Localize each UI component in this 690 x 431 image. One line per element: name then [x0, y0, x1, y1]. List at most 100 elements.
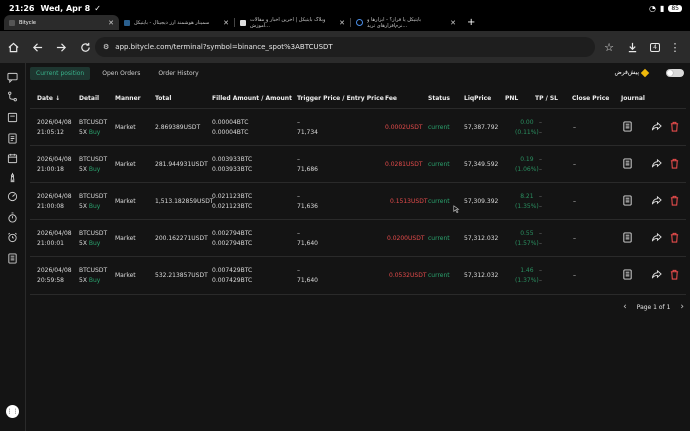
row-pnl: 0.00	[520, 118, 534, 126]
journal-icon[interactable]	[622, 269, 633, 280]
row-leverage: 5X	[79, 202, 87, 210]
menu-kebab-icon[interactable]: ⋮	[669, 40, 681, 54]
delete-icon[interactable]	[669, 269, 680, 280]
seminar-favicon-icon	[124, 19, 130, 26]
row-date: 2026/04/08	[37, 229, 72, 237]
wifi-icon: ◔	[648, 3, 656, 13]
site-settings-icon[interactable]: ⚙	[103, 43, 110, 51]
col-trigger-entry: Trigger Price / Entry Price	[297, 95, 384, 102]
status-bar: 21:26 Wed, Apr 8 ✓ ◔ ▮ 85	[0, 0, 690, 16]
tab-order-history[interactable]: Order History	[158, 70, 199, 77]
col-total: Total	[155, 95, 172, 102]
row-pnl-percent: (1.35%)	[515, 202, 539, 210]
share-icon[interactable]	[651, 195, 662, 206]
delete-icon[interactable]	[669, 158, 680, 169]
tab-title: Bitycle	[19, 19, 36, 26]
row-status: current	[428, 271, 450, 279]
chat-icon[interactable]	[7, 68, 18, 84]
journal-icon[interactable]	[622, 195, 633, 206]
terminal-sidebar	[0, 63, 26, 431]
toggle-switch[interactable]	[666, 69, 684, 77]
table-row: 2026/04/08 21:00:08 BTCUSDT 5X Buy Market …	[30, 182, 686, 220]
tab-blog[interactable]: وبلاگ بایتیکل | آخرین اخبار و مقالات آمو…	[235, 15, 350, 30]
reload-icon[interactable]	[75, 37, 95, 57]
journal-icon[interactable]	[622, 232, 633, 243]
forward-icon[interactable]	[51, 37, 71, 57]
row-filled: 0.00004BTC	[212, 118, 249, 126]
tab-bitycle[interactable]: Bitycle ✕	[4, 15, 119, 30]
share-icon[interactable]	[651, 158, 662, 169]
row-entry: 71,640	[297, 239, 318, 247]
share-icon[interactable]	[651, 232, 662, 243]
download-icon[interactable]	[622, 37, 642, 57]
tab-current-position[interactable]: Current position	[30, 67, 91, 80]
row-manner: Market	[115, 234, 136, 242]
calendar-icon[interactable]	[7, 149, 18, 164]
col-manner: Manner	[115, 95, 141, 102]
delete-icon[interactable]	[669, 121, 680, 132]
row-liq-price: 57,312.032	[464, 234, 499, 242]
blog-favicon-icon	[240, 19, 246, 26]
row-liq-price: 57,387.792	[464, 123, 499, 131]
battery-indicator: 85	[668, 4, 682, 12]
close-tab-icon[interactable]: ✕	[450, 18, 456, 27]
tab-comparison[interactable]: بایتیکل یا فراز؟ - ابزارها و نرم‌افزارها…	[351, 15, 461, 30]
tab-title: بایتیکل یا فراز؟ - ابزارها و نرم‌افزارها…	[367, 16, 422, 29]
row-side: Buy	[88, 276, 101, 284]
row-liq-price: 57,312.032	[464, 271, 499, 279]
table-row: 2026/04/08 20:59:58 BTCUSDT 5X Buy Market …	[30, 256, 686, 295]
close-tab-icon[interactable]: ✕	[108, 18, 114, 27]
delete-icon[interactable]	[669, 195, 680, 206]
tab-title: وبلاگ بایتیکل | آخرین اخبار و مقالات آمو…	[250, 16, 326, 29]
row-time: 21:00:18	[37, 165, 64, 173]
back-icon[interactable]	[27, 37, 47, 57]
table-row: 2026/04/08 21:00:18 BTCUSDT 5X Buy Market …	[30, 145, 686, 183]
tab-switcher-icon[interactable]: 4	[645, 37, 665, 57]
app-drawer-button[interactable]: ⋮⋮	[6, 405, 19, 418]
share-icon[interactable]	[651, 121, 662, 132]
row-time: 21:05:12	[37, 128, 64, 136]
row-side: Buy	[88, 202, 101, 210]
row-fee: 0.0281USDT	[385, 160, 423, 168]
timer-icon[interactable]	[7, 208, 18, 223]
row-pnl-percent: (0.11%)	[515, 128, 539, 136]
delete-icon[interactable]	[669, 232, 680, 243]
prev-page-icon[interactable]: ‹	[623, 302, 627, 312]
row-total: 281.944931USDT	[155, 160, 208, 168]
col-date[interactable]: Date ↓	[37, 95, 61, 102]
journal-icon[interactable]	[622, 158, 633, 169]
row-pnl: 0.55	[520, 229, 534, 237]
row-trigger: –	[297, 155, 300, 163]
wallet-icon[interactable]	[7, 108, 18, 123]
row-symbol: BTCUSDT	[79, 118, 108, 126]
status-icons: ◔ ▮ 85	[649, 4, 682, 13]
home-icon[interactable]	[3, 37, 23, 57]
routes-icon[interactable]	[7, 87, 18, 102]
chess-icon[interactable]	[7, 168, 18, 183]
row-trigger: –	[297, 118, 300, 126]
row-leverage: 5X	[79, 239, 87, 247]
close-tab-icon[interactable]: ✕	[223, 18, 229, 27]
gauge-icon[interactable]	[7, 187, 18, 202]
tab-open-orders[interactable]: Open Orders	[102, 70, 141, 77]
new-tab-button[interactable]: +	[467, 17, 476, 28]
alarm-clock-icon[interactable]	[7, 228, 18, 243]
row-pnl: 1.46	[520, 266, 534, 274]
table-row: 2026/04/08 21:00:01 BTCUSDT 5X Buy Market …	[30, 219, 686, 257]
document-list-icon[interactable]	[7, 249, 18, 264]
exchange-selector[interactable]: پیش‌فرض	[614, 68, 650, 77]
tab-seminar[interactable]: سمینار هوشمند ارز دیجیتال - بایتیکل ✕	[119, 15, 234, 30]
next-page-icon[interactable]: ›	[680, 302, 684, 312]
tab-divider	[234, 18, 235, 27]
share-icon[interactable]	[651, 269, 662, 280]
row-tp: –	[539, 266, 542, 274]
journal-icon[interactable]	[622, 121, 633, 132]
close-tab-icon[interactable]: ✕	[339, 18, 345, 27]
notes-icon[interactable]	[7, 129, 18, 144]
row-total: 532.213857USDT	[155, 271, 208, 279]
address-bar[interactable]: ⚙ app.bitycle.com/terminal?symbol=binanc…	[95, 37, 595, 57]
bookmark-star-icon[interactable]: ☆	[604, 40, 614, 54]
row-close-price: –	[573, 197, 576, 205]
row-manner: Market	[115, 271, 136, 279]
